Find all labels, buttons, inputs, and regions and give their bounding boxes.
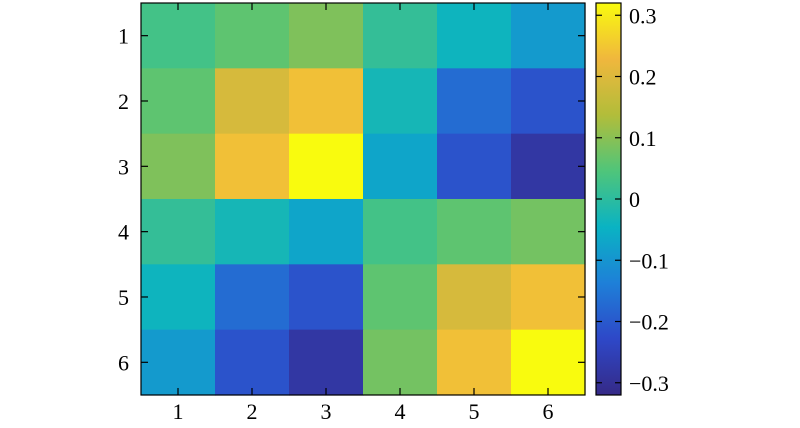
heatmap-cell (363, 3, 438, 69)
heatmap-cell (363, 198, 438, 265)
colorbar: 0.3 0.2 0.1 0 −0.1 −0.2 −0.3 (595, 2, 669, 396)
heatmap-cell (511, 329, 586, 396)
y-tick-label: 3 (118, 154, 129, 179)
heatmap-cells (141, 3, 586, 396)
colorbar-tick-label: 0.3 (629, 3, 657, 28)
plot-frame (140, 2, 586, 396)
colorbar-tick-label: −0.1 (629, 248, 669, 273)
heatmap-cell (215, 198, 290, 265)
colorbar-tick-label: −0.3 (629, 371, 669, 396)
heatmap-cell (215, 329, 290, 396)
heatmap-cell (289, 68, 364, 135)
colorbar-tick-label: 0 (629, 187, 640, 212)
heatmap-cell (289, 133, 364, 200)
y-tick-label: 6 (118, 350, 129, 375)
x-tick-label: 2 (247, 399, 258, 424)
x-tick-label: 5 (469, 399, 480, 424)
heatmap-cell (141, 329, 216, 396)
heatmap-cell (215, 3, 290, 69)
heatmap-cell (141, 3, 216, 69)
heatmap-cell (215, 68, 290, 135)
heatmap-cell (289, 198, 364, 265)
x-tick-label: 4 (395, 399, 406, 424)
x-tick-label: 1 (173, 399, 184, 424)
y-tick-label: 2 (118, 89, 129, 114)
y-tick-label: 1 (118, 24, 129, 49)
heatmap-cell (289, 329, 364, 396)
heatmap-cell (437, 329, 512, 396)
y-tick-label: 4 (118, 220, 129, 245)
x-tick-label: 6 (543, 399, 554, 424)
axes: 1 2 3 4 5 6 1 2 3 4 5 6 (118, 3, 585, 424)
heatmap-cell (289, 264, 364, 331)
heatmap-cell (215, 264, 290, 331)
heatmap-cell (215, 133, 290, 200)
heatmap-cell (141, 198, 216, 265)
colorbar-tick-label: −0.2 (629, 310, 669, 335)
colorbar-tick-label: 0.2 (629, 65, 657, 90)
heatmap-cell (511, 68, 586, 135)
heatmap-cell (437, 198, 512, 265)
heatmap-cell (437, 68, 512, 135)
heatmap-cell (289, 3, 364, 69)
colorbar-tick-label: 0.1 (629, 126, 657, 151)
heatmap-cell (437, 133, 512, 200)
heatmap-cell (511, 264, 586, 331)
heatmap-cell (437, 264, 512, 331)
heatmap-cell (511, 198, 586, 265)
heatmap-cell (141, 264, 216, 331)
y-tick-label: 5 (118, 285, 129, 310)
heatmap-cell (363, 133, 438, 200)
x-tick-label: 3 (321, 399, 332, 424)
heatmap-cell (141, 68, 216, 135)
heatmap-cell (363, 264, 438, 331)
heatmap-cell (511, 3, 586, 69)
heatmap-cell (437, 3, 512, 69)
heatmap-cell (511, 133, 586, 200)
heatmap-cell (363, 329, 438, 396)
heatmap-cell (141, 133, 216, 200)
heatmap-cell (363, 68, 438, 135)
